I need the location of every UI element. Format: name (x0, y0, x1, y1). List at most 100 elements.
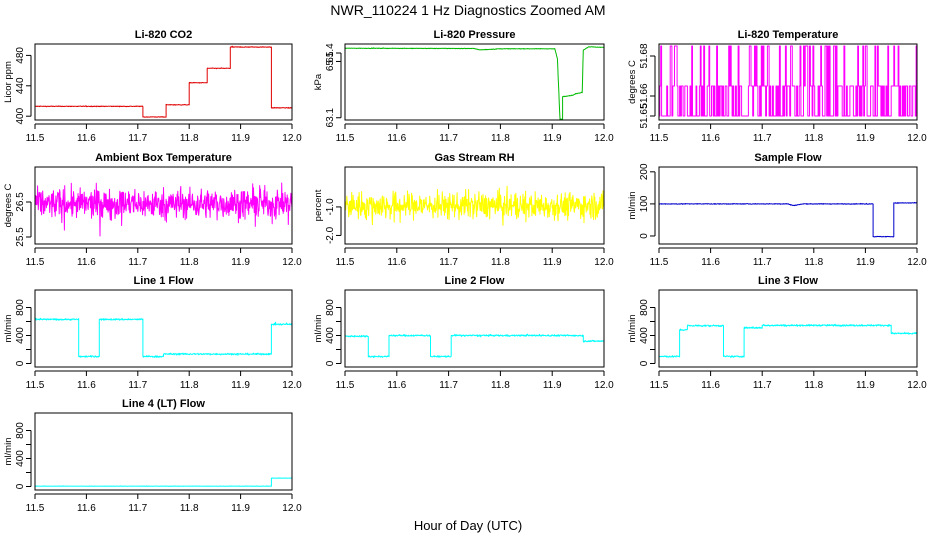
panel-2: Li-820 Pressure kPa 11.5 11.6 11.7 11.8 11.9 12… (313, 29, 614, 144)
y-tick-label: 800 (639, 299, 650, 316)
x-tick-label: 11.9 (543, 133, 562, 144)
y-tick-label: 0 (15, 360, 26, 366)
y-tick-label: 51.65 (639, 103, 650, 128)
x-tick-label: 11.9 (543, 380, 562, 391)
x-tick-label: 11.5 (336, 257, 355, 268)
y-tick-label: 400 (15, 107, 26, 124)
x-tick-label: 11.8 (491, 257, 510, 268)
y-tick-label: 400 (639, 327, 650, 344)
y-axis-label: ml/min (627, 315, 638, 343)
x-tick-label: 11.8 (804, 380, 823, 391)
panel-title: Ambient Box Temperature (95, 152, 232, 164)
x-tick-label: 11.6 (77, 503, 96, 514)
panel-9: Line 3 Flow ml/min 11.5 11.6 11.7 11.8 11.9 12.… (627, 275, 927, 391)
y-tick-label: 440 (15, 77, 26, 94)
x-tick-label: 11.6 (77, 133, 96, 144)
x-tick-label: 11.9 (543, 257, 562, 268)
plot-frame (344, 43, 605, 121)
y-tick-label: 800 (15, 299, 26, 316)
y-tick-label: 25.5 (15, 227, 26, 247)
plot-frame (34, 43, 293, 121)
panel-7: Line 1 Flow ml/min 11.5 11.6 11.7 11.8 11.9 12.… (3, 275, 302, 391)
series-line (344, 185, 605, 226)
panel-title: Gas Stream RH (434, 152, 514, 164)
y-tick-label: 800 (325, 299, 336, 316)
panel-4: Ambient Box Temperature degrees C 11.5 11.6… (3, 152, 302, 268)
panel-title: Li-820 Pressure (434, 29, 516, 41)
y-axis-label: percent (313, 189, 324, 221)
x-tick-label: 11.7 (439, 257, 458, 268)
y-tick-label: 63.1 (325, 108, 336, 128)
x-tick-label: 11.5 (26, 257, 45, 268)
x-tick-label: 11.7 (753, 133, 772, 144)
series-line (658, 323, 918, 358)
panel-3: Li-820 Temperature degrees C 11.5 11.6 11.7 1… (627, 29, 927, 144)
x-tick-label: 11.5 (26, 133, 45, 144)
x-tick-label: 11.8 (180, 133, 199, 144)
x-tick-label: 11.7 (128, 257, 147, 268)
x-tick-label: 11.5 (650, 133, 669, 144)
x-tick-label: 11.8 (180, 503, 199, 514)
y-tick-label: 100 (639, 195, 650, 212)
x-tick-label: 11.6 (387, 257, 406, 268)
y-tick-label: 400 (15, 327, 26, 344)
panel-10: Line 4 (LT) Flow ml/min 11.5 11.6 11.7 11.8 11… (3, 398, 302, 514)
panel-1: Li-820 CO2 Licor ppm 11.5 11.6 11.7 11.8 11.9 1… (3, 29, 302, 144)
panel-6: Sample Flow ml/min 11.5 11.6 11.7 11.8 11.9 12.… (627, 152, 927, 268)
x-tick-label: 12.0 (282, 503, 302, 514)
x-tick-label: 11.6 (77, 257, 96, 268)
x-tick-label: 12.0 (907, 133, 927, 144)
x-tick-label: 11.5 (26, 380, 45, 391)
x-tick-label: 11.8 (180, 380, 199, 391)
x-tick-label: 11.9 (856, 133, 875, 144)
x-axis-title: Hour of Day (UTC) (413, 518, 523, 533)
y-tick-label: 0 (15, 483, 26, 489)
x-tick-label: 11.5 (26, 503, 45, 514)
x-tick-label: 11.7 (753, 257, 772, 268)
series-line (658, 201, 918, 238)
panel-title: Line 3 Flow (758, 275, 818, 287)
x-tick-label: 11.8 (804, 257, 823, 268)
x-tick-label: 12.0 (907, 380, 927, 391)
y-tick-label: 51.66 (639, 83, 650, 108)
y-tick-label: 800 (15, 422, 26, 439)
y-tick-label: 51.68 (639, 43, 650, 68)
y-tick-label: 0 (639, 233, 650, 239)
series-line (34, 45, 293, 118)
series-line (658, 45, 918, 117)
x-tick-label: 11.9 (231, 380, 250, 391)
y-tick-label: 480 (15, 47, 26, 64)
plot-frame (34, 289, 293, 368)
y-tick-label: 400 (15, 450, 26, 467)
x-tick-label: 12.0 (594, 257, 614, 268)
x-tick-label: 11.5 (336, 133, 355, 144)
y-axis-label: kPa (313, 73, 324, 90)
panel-5: Gas Stream RH percent 11.5 11.6 11.7 11.8 11.9… (313, 152, 614, 268)
x-tick-label: 11.5 (650, 257, 669, 268)
x-tick-label: 12.0 (594, 380, 614, 391)
y-axis-label: degrees C (627, 60, 638, 104)
y-tick-label: 26.5 (15, 192, 26, 212)
x-tick-label: 12.0 (282, 380, 302, 391)
plot-frame (34, 166, 293, 245)
y-axis-label: ml/min (3, 315, 14, 343)
series-line (34, 317, 293, 358)
x-tick-label: 11.8 (491, 133, 510, 144)
x-tick-label: 11.9 (856, 380, 875, 391)
panel-title: Line 2 Flow (445, 275, 505, 287)
plot-frame (658, 166, 918, 245)
x-tick-label: 12.0 (907, 257, 927, 268)
series-line (34, 182, 293, 237)
y-tick-label: -2.0 (325, 226, 336, 244)
x-tick-label: 12.0 (282, 133, 302, 144)
series-line (344, 333, 605, 358)
y-tick-label: 65.1 (325, 51, 336, 71)
x-tick-label: 11.5 (650, 380, 669, 391)
panel-title: Li-820 Temperature (738, 29, 839, 41)
series-line (34, 477, 293, 487)
x-tick-label: 11.7 (753, 380, 772, 391)
x-tick-label: 11.6 (387, 380, 406, 391)
panel-title: Line 4 (LT) Flow (122, 398, 205, 410)
y-axis-label: degrees C (3, 183, 14, 227)
